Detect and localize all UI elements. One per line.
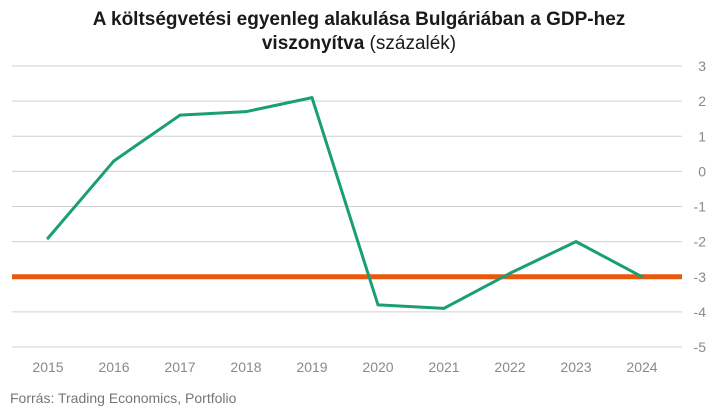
chart-title: A költségvetési egyenleg alakulása Bulgá…	[0, 8, 718, 56]
data-point	[112, 159, 116, 163]
x-tick-label: 2015	[32, 359, 63, 375]
y-tick-label: -2	[694, 234, 707, 250]
data-point	[376, 303, 380, 307]
title-line-2: viszonyítva (százalék)	[0, 32, 718, 56]
data-point	[508, 271, 512, 275]
x-tick-label: 2017	[164, 359, 195, 375]
x-tick-label: 2021	[428, 359, 459, 375]
series-line	[46, 96, 644, 310]
title-line-1: A költségvetési egyenleg alakulása Bulgá…	[92, 9, 626, 30]
data-point	[310, 96, 314, 100]
data-point	[442, 306, 446, 310]
title-line-2-bold: viszonyítva	[261, 33, 365, 54]
y-tick-label: -5	[694, 339, 707, 355]
source-note: Forrás: Trading Economics, Portfolio	[10, 390, 237, 406]
y-tick-label: 3	[698, 58, 706, 74]
x-tick-label: 2019	[296, 359, 327, 375]
data-point	[640, 275, 644, 279]
data-point	[46, 236, 50, 240]
x-tick-label: 2020	[362, 359, 393, 375]
title-line-2-light: (százalék)	[364, 33, 457, 54]
data-point	[244, 110, 248, 114]
x-tick-label: 2023	[560, 359, 591, 375]
y-tick-label: -3	[694, 269, 707, 285]
y-tick-label: -4	[694, 304, 707, 320]
x-tick-label: 2024	[626, 359, 657, 375]
y-tick-label: 1	[698, 128, 706, 144]
x-tick-label: 2022	[494, 359, 525, 375]
y-tick-label: 2	[698, 93, 706, 109]
y-tick-label: -1	[694, 199, 707, 215]
x-tick-label: 2018	[230, 359, 261, 375]
data-point	[574, 240, 578, 244]
y-tick-label: 0	[698, 163, 706, 179]
x-tick-label: 2016	[98, 359, 129, 375]
data-point	[178, 113, 182, 117]
